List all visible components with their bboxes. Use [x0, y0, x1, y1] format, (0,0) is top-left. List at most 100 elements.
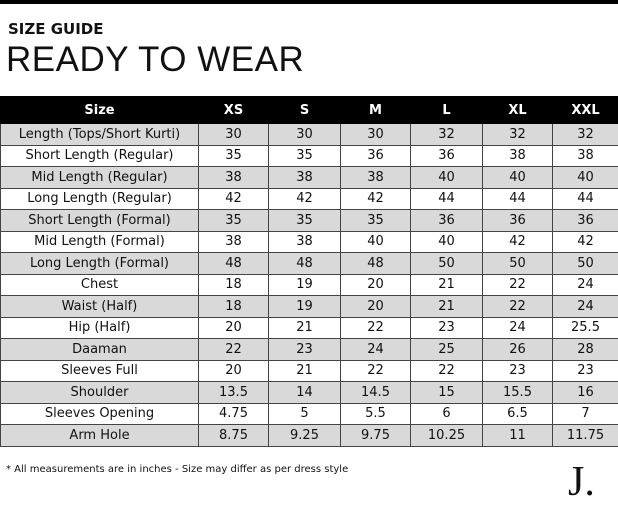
cell: 9.75	[340, 424, 411, 447]
cell: 36	[482, 209, 553, 232]
cell: 7	[552, 402, 618, 425]
cell: 35	[198, 209, 269, 232]
row-label: Long Length (Formal)	[0, 252, 199, 275]
row-label: Sleeves Opening	[0, 402, 199, 425]
column-header: XXL	[552, 96, 618, 124]
cell: 36	[552, 209, 618, 232]
cell: 38	[268, 230, 341, 253]
table-row: Hip (Half) 20 21 22 23 24 25.5	[0, 316, 618, 339]
size-table: Size XS S M L XL XXL Length (Tops/Short Kurti)…	[0, 96, 618, 447]
cell: 42	[552, 230, 618, 253]
cell: 42	[482, 230, 553, 253]
cell: 18	[198, 295, 269, 318]
cell: 23	[410, 316, 483, 339]
cell: 18	[198, 273, 269, 296]
footnote: * All measurements are in inches - Size …	[6, 464, 349, 475]
cell: 21	[268, 316, 341, 339]
cell: 11	[482, 424, 553, 447]
cell: 6.5	[482, 402, 553, 425]
table-row: Shoulder 13.5 14 14.5 15 15.5 16	[0, 381, 618, 404]
cell: 14	[268, 381, 341, 404]
row-label: Mid Length (Formal)	[0, 230, 199, 253]
cell: 40	[552, 166, 618, 189]
cell: 11.75	[552, 424, 618, 447]
row-label: Mid Length (Regular)	[0, 166, 199, 189]
cell: 21	[410, 295, 483, 318]
cell: 32	[410, 123, 483, 146]
row-label: Sleeves Full	[0, 359, 199, 382]
column-header: M	[340, 96, 411, 124]
cell: 23	[268, 338, 341, 361]
cell: 9.25	[268, 424, 341, 447]
cell: 40	[410, 166, 483, 189]
row-label: Short Length (Regular)	[0, 144, 199, 167]
cell: 50	[552, 252, 618, 275]
row-label: Short Length (Formal)	[0, 209, 199, 232]
row-label: Hip (Half)	[0, 316, 199, 339]
cell: 20	[340, 295, 411, 318]
cell: 8.75	[198, 424, 269, 447]
cell: 50	[482, 252, 553, 275]
cell: 30	[340, 123, 411, 146]
row-label: Length (Tops/Short Kurti)	[0, 123, 199, 146]
cell: 25.5	[552, 316, 618, 339]
cell: 48	[268, 252, 341, 275]
cell: 35	[340, 209, 411, 232]
cell: 36	[410, 209, 483, 232]
kicker: SIZE GUIDE	[8, 20, 104, 38]
column-header: S	[268, 96, 341, 124]
cell: 23	[482, 359, 553, 382]
cell: 26	[482, 338, 553, 361]
cell: 32	[552, 123, 618, 146]
table-row: Sleeves Full 20 21 22 22 23 23	[0, 359, 618, 382]
cell: 40	[410, 230, 483, 253]
table-row: Mid Length (Regular) 38 38 38 40 40 40	[0, 166, 618, 189]
column-header: XS	[198, 96, 269, 124]
cell: 42	[198, 187, 269, 210]
table-row: Short Length (Formal) 35 35 35 36 36 36	[0, 209, 618, 232]
cell: 22	[340, 316, 411, 339]
row-label: Waist (Half)	[0, 295, 199, 318]
logo: J.	[568, 459, 595, 505]
cell: 20	[198, 316, 269, 339]
cell: 48	[340, 252, 411, 275]
title: READY TO WEAR	[6, 40, 305, 79]
table-row: Short Length (Regular) 35 35 36 36 38 38	[0, 144, 618, 167]
column-header: XL	[482, 96, 553, 124]
cell: 5.5	[340, 402, 411, 425]
cell: 38	[552, 144, 618, 167]
cell: 38	[340, 166, 411, 189]
cell: 38	[198, 230, 269, 253]
row-label: Long Length (Regular)	[0, 187, 199, 210]
cell: 35	[268, 209, 341, 232]
column-header: Size	[0, 96, 199, 124]
row-label: Shoulder	[0, 381, 199, 404]
cell: 24	[552, 295, 618, 318]
cell: 44	[482, 187, 553, 210]
table-row: Waist (Half) 18 19 20 21 22 24	[0, 295, 618, 318]
cell: 40	[340, 230, 411, 253]
row-label: Daaman	[0, 338, 199, 361]
cell: 28	[552, 338, 618, 361]
cell: 6	[410, 402, 483, 425]
cell: 22	[482, 295, 553, 318]
table-row: Sleeves Opening 4.75 5 5.5 6 6.5 7	[0, 402, 618, 425]
cell: 13.5	[198, 381, 269, 404]
cell: 36	[340, 144, 411, 167]
cell: 21	[268, 359, 341, 382]
row-label: Chest	[0, 273, 199, 296]
cell: 40	[482, 166, 553, 189]
cell: 14.5	[340, 381, 411, 404]
cell: 23	[552, 359, 618, 382]
cell: 42	[268, 187, 341, 210]
cell: 15.5	[482, 381, 553, 404]
cell: 16	[552, 381, 618, 404]
cell: 20	[198, 359, 269, 382]
cell: 35	[198, 144, 269, 167]
cell: 30	[268, 123, 341, 146]
cell: 22	[198, 338, 269, 361]
cell: 38	[268, 166, 341, 189]
cell: 10.25	[410, 424, 483, 447]
table-row: Long Length (Formal) 48 48 48 50 50 50	[0, 252, 618, 275]
row-label: Arm Hole	[0, 424, 199, 447]
